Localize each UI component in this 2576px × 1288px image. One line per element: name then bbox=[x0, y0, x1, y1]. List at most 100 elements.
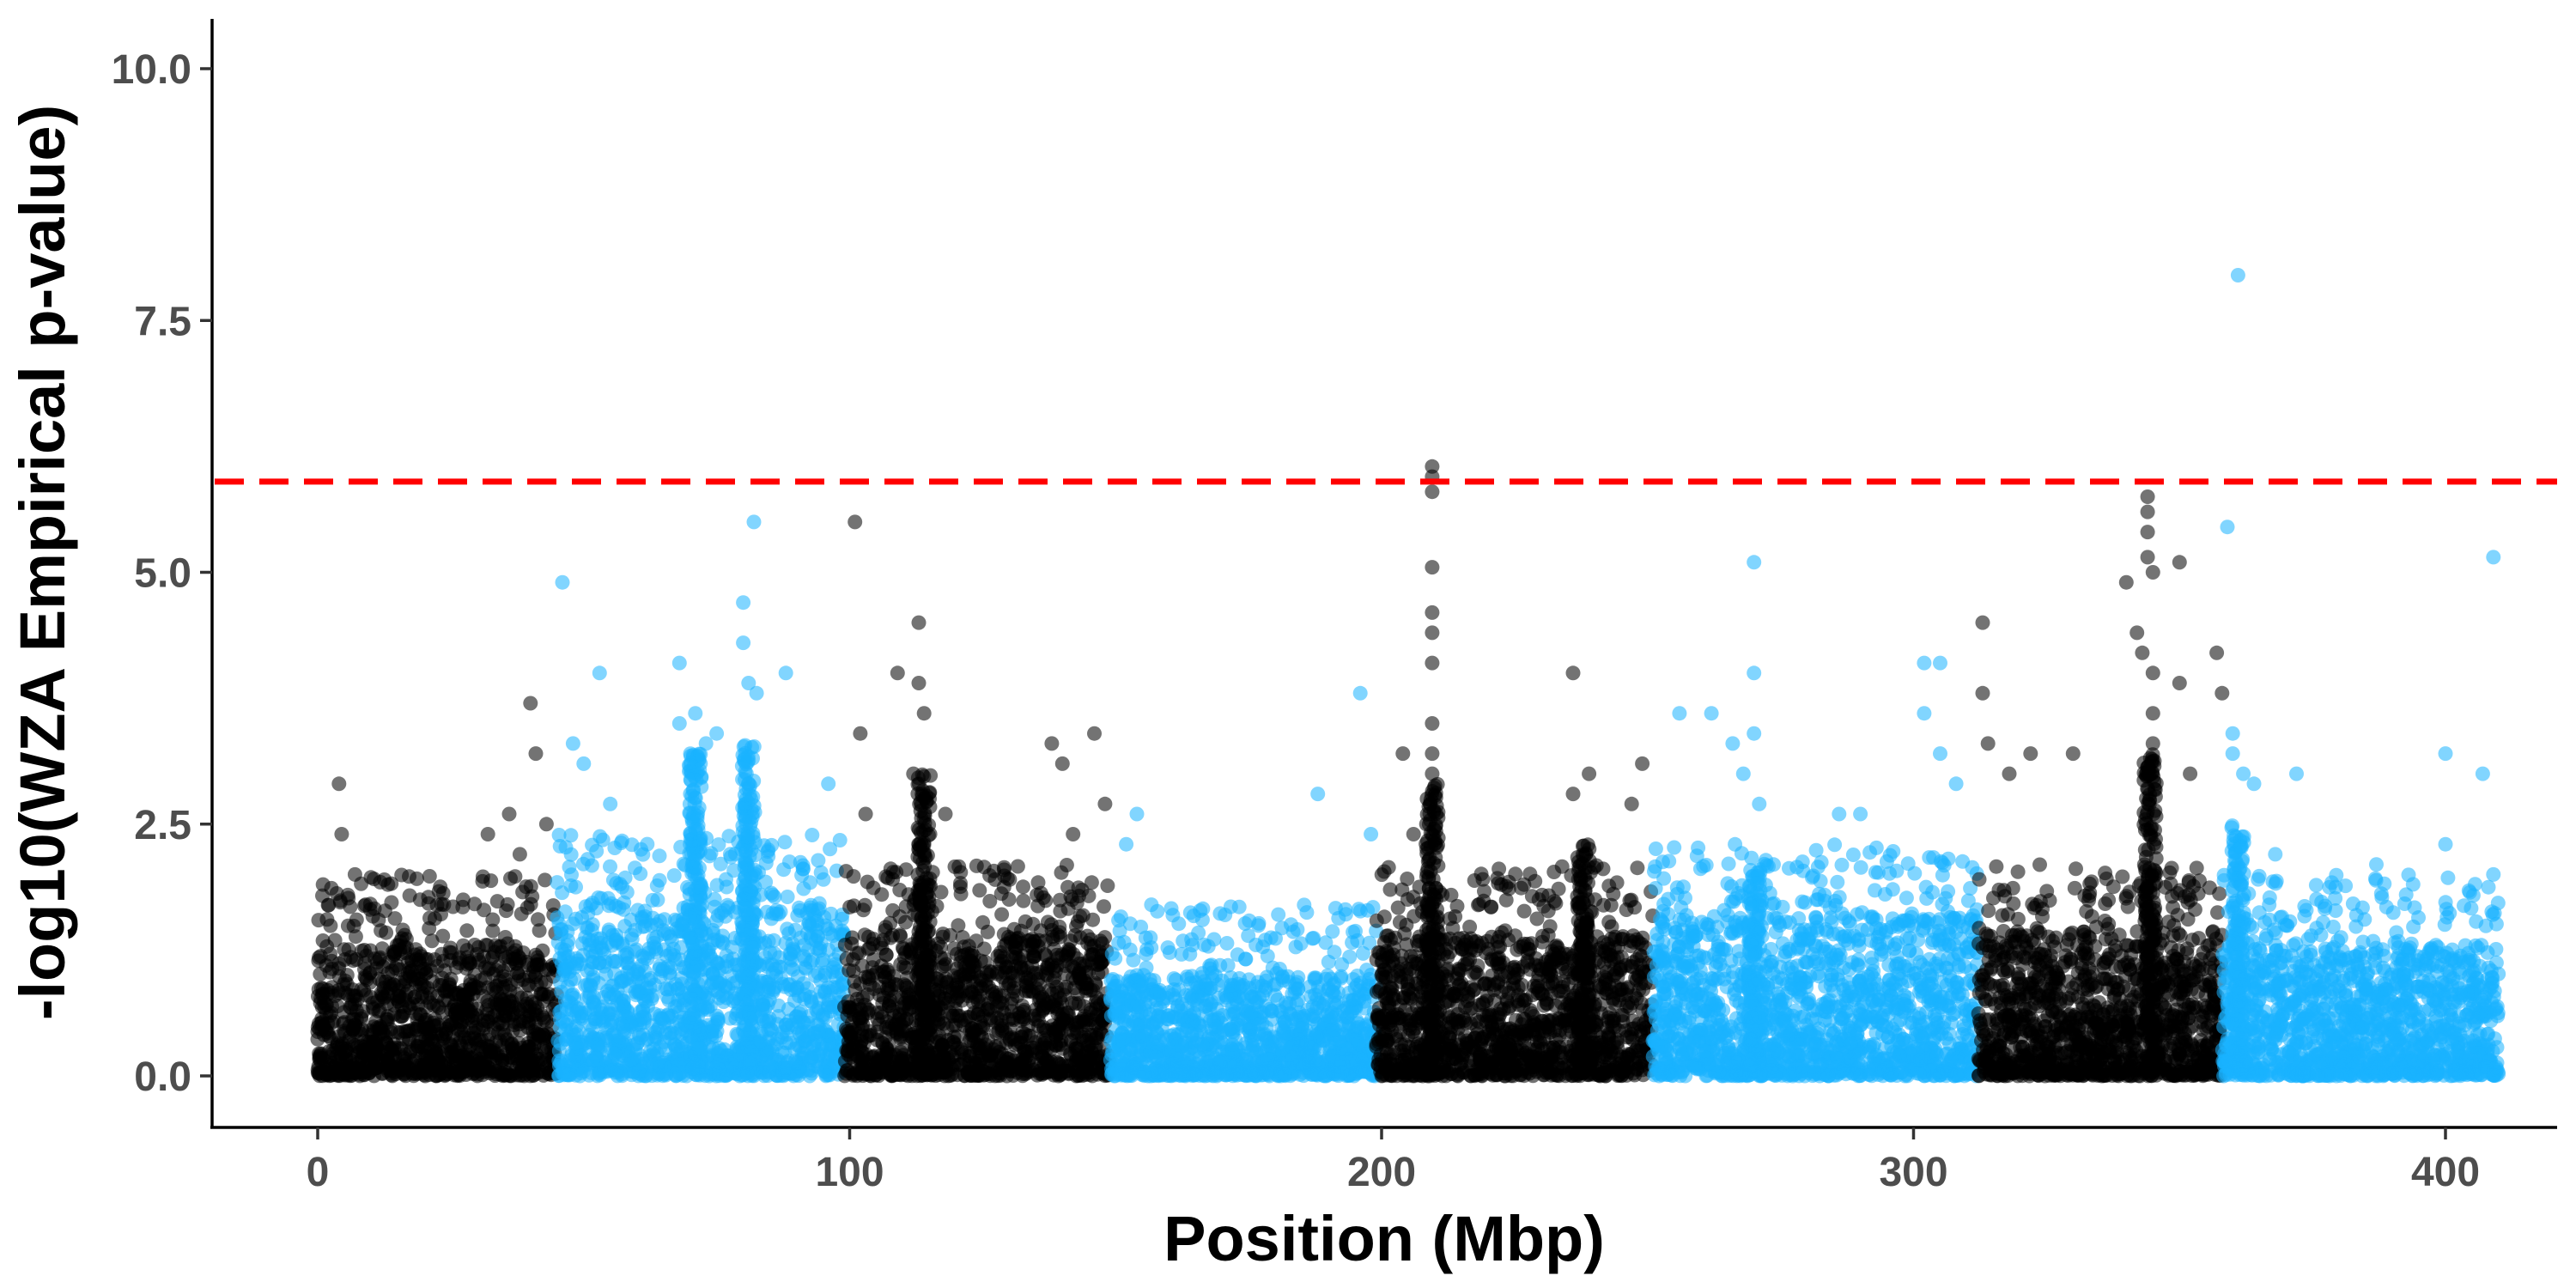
data-point bbox=[983, 1048, 999, 1063]
data-point bbox=[584, 858, 599, 873]
data-point bbox=[711, 1054, 726, 1070]
data-point bbox=[482, 961, 497, 976]
data-point bbox=[1100, 878, 1115, 893]
data-point bbox=[446, 899, 461, 914]
data-point bbox=[491, 1025, 506, 1041]
data-point bbox=[387, 911, 403, 927]
data-point bbox=[343, 999, 358, 1015]
data-point bbox=[587, 1049, 603, 1064]
data-point bbox=[483, 873, 499, 889]
data-point bbox=[1288, 977, 1303, 992]
data-point bbox=[791, 1060, 806, 1075]
data-point bbox=[378, 974, 393, 989]
data-point bbox=[624, 932, 640, 947]
data-point bbox=[970, 1063, 986, 1078]
data-point bbox=[885, 927, 901, 943]
data-point bbox=[421, 1026, 436, 1042]
data-point bbox=[1030, 898, 1046, 914]
data-point bbox=[782, 1035, 798, 1050]
data-point bbox=[393, 1062, 409, 1078]
data-point bbox=[586, 972, 601, 987]
data-point bbox=[791, 988, 806, 1004]
data-point bbox=[817, 985, 833, 1000]
data-point bbox=[394, 1009, 410, 1024]
data-point bbox=[319, 957, 334, 973]
data-point bbox=[1325, 924, 1340, 939]
data-point bbox=[882, 995, 897, 1011]
data-point bbox=[525, 889, 540, 904]
data-point bbox=[780, 890, 795, 904]
data-point bbox=[805, 828, 820, 842]
data-point bbox=[542, 987, 557, 1002]
data-point bbox=[1343, 1005, 1358, 1021]
data-point bbox=[400, 984, 416, 999]
data-point bbox=[989, 964, 1005, 980]
data-point bbox=[394, 931, 410, 946]
data-point bbox=[447, 1005, 463, 1021]
data-point bbox=[994, 907, 1010, 922]
data-point bbox=[507, 1018, 522, 1033]
data-point bbox=[860, 874, 875, 890]
data-point bbox=[989, 1011, 1005, 1026]
data-point bbox=[1242, 913, 1257, 928]
data-point bbox=[1288, 939, 1303, 955]
data-point bbox=[409, 871, 424, 886]
data-point bbox=[421, 896, 436, 911]
data-point bbox=[950, 946, 964, 962]
data-point bbox=[940, 1052, 956, 1067]
data-point bbox=[638, 914, 653, 929]
data-point bbox=[951, 859, 967, 874]
data-point bbox=[528, 947, 544, 963]
data-point bbox=[657, 1059, 671, 1073]
data-point bbox=[1018, 975, 1034, 990]
data-point bbox=[1284, 917, 1298, 933]
data-point bbox=[1075, 908, 1091, 923]
data-point bbox=[1338, 902, 1353, 917]
data-point bbox=[345, 953, 361, 969]
data-point bbox=[554, 1053, 569, 1068]
data-point bbox=[439, 1062, 454, 1078]
data-point bbox=[392, 962, 408, 977]
data-point bbox=[966, 1005, 981, 1021]
data-point bbox=[711, 1041, 726, 1056]
data-point bbox=[597, 946, 611, 961]
data-point bbox=[842, 899, 858, 914]
data-point bbox=[829, 969, 844, 985]
data-point bbox=[838, 864, 854, 879]
data-point bbox=[512, 969, 527, 984]
data-point bbox=[402, 888, 417, 903]
data-point bbox=[423, 963, 439, 978]
data-point bbox=[766, 1060, 781, 1076]
data-point bbox=[1068, 1041, 1084, 1056]
data-point bbox=[538, 975, 553, 990]
data-point bbox=[818, 1010, 833, 1025]
data-point bbox=[855, 902, 871, 918]
data-point bbox=[385, 1040, 399, 1055]
data-point bbox=[616, 1018, 630, 1034]
data-point bbox=[615, 879, 629, 895]
data-point bbox=[628, 975, 643, 990]
data-point bbox=[1021, 1018, 1036, 1033]
data-point bbox=[568, 1048, 584, 1062]
data-point bbox=[344, 1063, 360, 1078]
data-point bbox=[1016, 879, 1030, 895]
data-point bbox=[348, 929, 363, 945]
data-point bbox=[972, 883, 987, 898]
data-point bbox=[538, 872, 553, 888]
data-point bbox=[327, 933, 343, 948]
data-point bbox=[895, 999, 910, 1015]
data-point bbox=[885, 865, 901, 880]
data-point bbox=[461, 1030, 477, 1046]
data-point bbox=[1191, 925, 1206, 940]
data-point bbox=[1052, 925, 1067, 940]
data-point bbox=[666, 868, 682, 884]
data-point bbox=[610, 997, 625, 1012]
data-point bbox=[763, 885, 779, 901]
data-point bbox=[541, 962, 556, 977]
data-point bbox=[585, 837, 600, 853]
data-point bbox=[781, 926, 797, 941]
data-point bbox=[790, 908, 805, 923]
data-point bbox=[820, 921, 835, 937]
data-point bbox=[1139, 942, 1155, 957]
